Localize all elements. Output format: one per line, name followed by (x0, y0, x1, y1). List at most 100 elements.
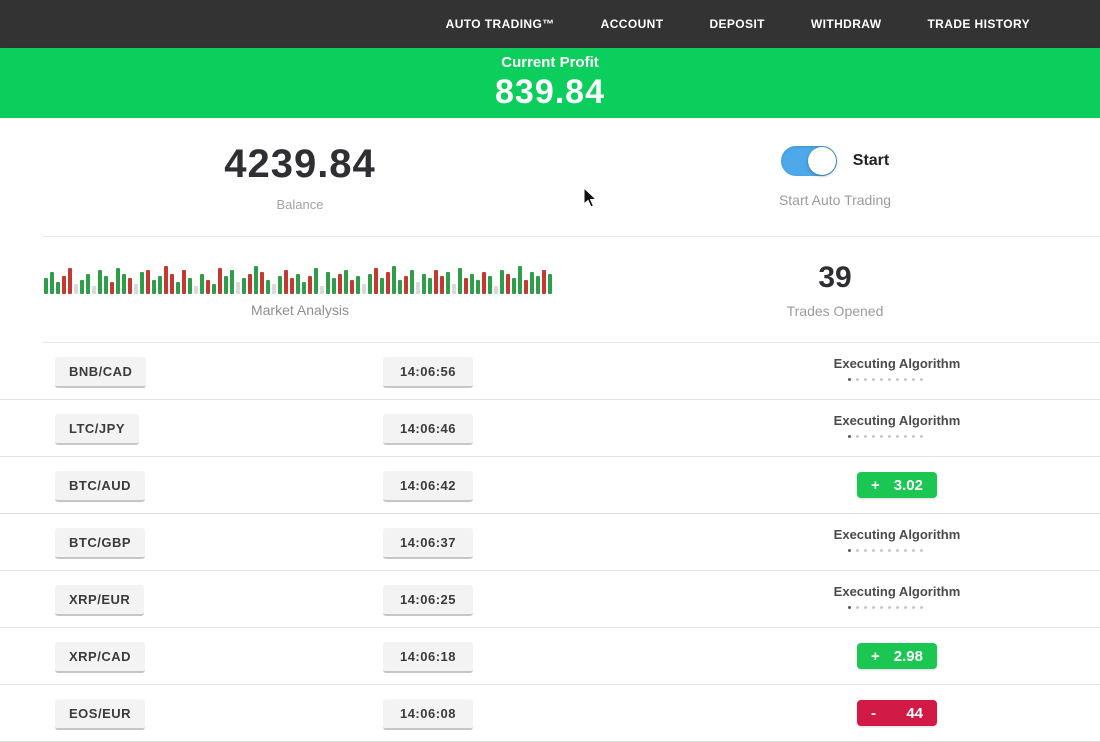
candle-bar (236, 281, 240, 294)
candle-bar (74, 283, 78, 294)
candle-bar (368, 273, 372, 294)
trade-row: EOS/EUR 14:06:08 -44 (0, 685, 1100, 742)
market-section: Market Analysis 39 Trades Opened (0, 237, 1100, 342)
balance-value: 4239.84 (224, 142, 376, 186)
pair-pill: XRP/EUR (55, 585, 145, 616)
profit-badge: +2.98 (857, 643, 937, 669)
candle-bar (296, 273, 300, 294)
candle-bar (362, 283, 366, 294)
top-nav: AUTO TRADING™ ACCOUNT DEPOSIT WITHDRAW T… (0, 0, 1100, 48)
nav-item-withdraw[interactable]: WITHDRAW (810, 17, 882, 31)
candle-bar (512, 277, 516, 294)
candle-bar (62, 275, 66, 294)
candle-bar (404, 275, 408, 294)
trade-row: LTC/JPY 14:06:46 Executing Algorithm (0, 400, 1100, 457)
time-pill: 14:06:42 (383, 471, 473, 502)
divider (42, 236, 1100, 237)
pair-pill: BTC/AUD (55, 471, 145, 502)
candle-bar (278, 275, 282, 294)
candle-bar (482, 271, 486, 294)
toggle-label: Start (852, 152, 890, 169)
candle-bar (182, 269, 186, 294)
candle-bar (86, 273, 90, 294)
candle-bar (344, 269, 348, 294)
trade-rows: BNB/CAD 14:06:56 Executing Algorithm LTC/JP… (0, 343, 1100, 742)
candle-bar (452, 283, 456, 294)
candle-bar (500, 269, 504, 294)
progress-dots (847, 434, 928, 438)
pair-pill: EOS/EUR (55, 699, 146, 730)
candle-bar (326, 271, 330, 294)
nav-item-trade-history[interactable]: TRADE HISTORY (927, 17, 1030, 31)
current-profit-label: Current Profit (501, 54, 599, 71)
candle-bar (212, 283, 216, 294)
candle-bar (398, 279, 402, 294)
executing-label: Executing Algorithm (833, 583, 961, 599)
trades-count-label: Trades Opened (786, 302, 884, 319)
candle-bar (284, 269, 288, 294)
candle-bar (320, 285, 324, 294)
candle-bar (530, 271, 534, 294)
candle-bar (152, 279, 156, 294)
candle-bar (410, 269, 414, 294)
candle-bar (476, 279, 480, 294)
market-analysis-chart (44, 262, 556, 294)
status-executing: Executing Algorithm (833, 355, 961, 381)
candle-bar (260, 271, 264, 294)
candle-bar (434, 269, 438, 294)
candle-bar (122, 273, 126, 294)
nav-item-auto-trading[interactable]: AUTO TRADING™ (445, 17, 555, 31)
pair-pill: BTC/GBP (55, 528, 145, 559)
trade-row: BTC/AUD 14:06:42 +3.02 (0, 457, 1100, 514)
candle-bar (176, 281, 180, 294)
executing-label: Executing Algorithm (833, 412, 961, 428)
toggle-knob (807, 147, 836, 175)
candle-bar (146, 269, 150, 294)
candle-bar (248, 273, 252, 294)
pair-pill: LTC/JPY (55, 414, 139, 445)
candle-bar (386, 271, 390, 294)
candle-bar (308, 275, 312, 294)
candle-bar (44, 277, 48, 294)
candle-bar (200, 273, 204, 294)
candle-bar (470, 273, 474, 294)
executing-label: Executing Algorithm (833, 355, 961, 371)
candle-bar (332, 277, 336, 294)
auto-trading-toggle[interactable] (780, 146, 837, 176)
candle-bar (350, 279, 354, 294)
time-pill: 14:06:37 (383, 528, 473, 559)
candle-bar (206, 279, 210, 294)
trade-row: XRP/CAD 14:06:18 +2.98 (0, 628, 1100, 685)
candle-bar (356, 275, 360, 294)
time-pill: 14:06:46 (383, 414, 473, 445)
candle-bar (458, 267, 462, 294)
candle-bar (446, 271, 450, 294)
candle-bar (92, 285, 96, 294)
trade-row: BTC/GBP 14:06:37 Executing Algorithm (0, 514, 1100, 571)
candle-bar (116, 267, 120, 294)
candle-bar (218, 267, 222, 294)
candle-bar (56, 281, 60, 294)
candle-bar (374, 267, 378, 294)
progress-dots (847, 548, 928, 552)
candle-bar (380, 277, 384, 294)
candle-bar (494, 285, 498, 294)
candle-bar (338, 273, 342, 294)
candle-bar (104, 275, 108, 294)
pair-pill: BNB/CAD (55, 357, 147, 388)
candle-bar (134, 283, 138, 294)
loss-badge: -44 (857, 700, 937, 726)
candle-bar (542, 269, 546, 294)
candle-bar (548, 273, 552, 294)
nav-item-account[interactable]: ACCOUNT (600, 17, 664, 31)
candle-bar (488, 275, 492, 294)
candle-bar (428, 277, 432, 294)
nav-item-deposit[interactable]: DEPOSIT (709, 17, 765, 31)
candle-bar (440, 275, 444, 294)
candle-bar (110, 281, 114, 294)
status-executing: Executing Algorithm (833, 412, 961, 438)
candle-bar (536, 275, 540, 294)
candle-bar (188, 277, 192, 294)
candle-bar (50, 271, 54, 294)
